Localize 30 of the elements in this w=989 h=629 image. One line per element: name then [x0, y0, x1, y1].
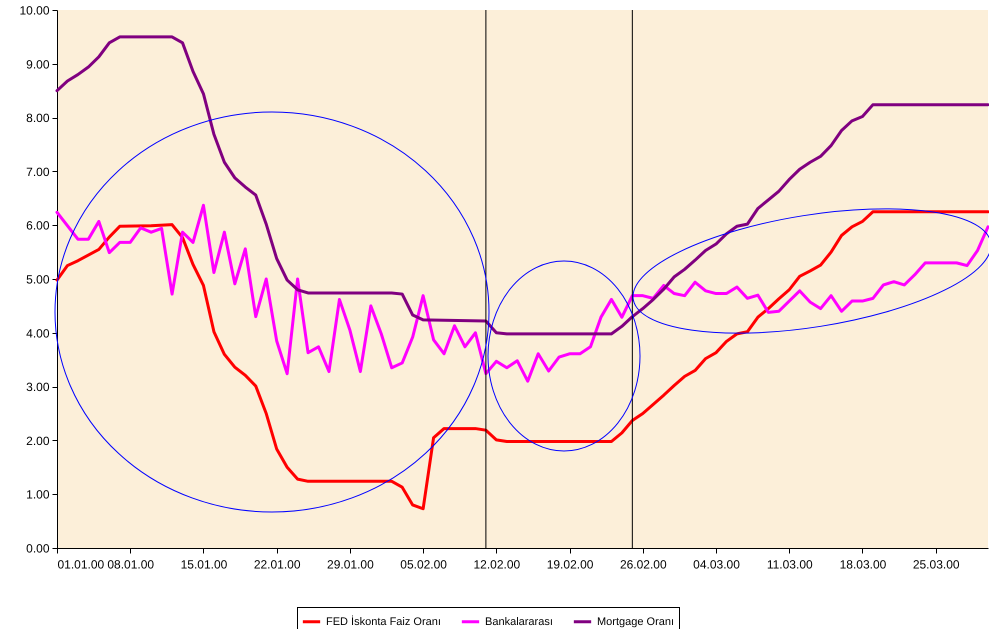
y-tick-label: 9.00: [26, 57, 50, 72]
legend-label: Mortgage Oranı: [597, 616, 674, 628]
y-tick-label: 8.00: [26, 111, 50, 126]
y-tick-label: 2.00: [26, 434, 50, 448]
y-tick-label: 0.00: [26, 542, 50, 556]
x-tick-label: 26.02.00: [620, 558, 667, 572]
x-tick-label: 12.02.00: [473, 558, 521, 572]
x-tick-label: 22.01.00: [254, 558, 301, 572]
x-tick-label: 01.01.00: [58, 558, 105, 572]
y-tick-label: 5.00: [26, 272, 50, 286]
y-tick-label: 1.00: [26, 488, 50, 502]
line-series: [56, 204, 989, 383]
legend-label: FED İskonta Faiz Oranı: [326, 614, 441, 628]
x-tick-label: 11.03.00: [766, 558, 813, 572]
y-tick-label: 6.00: [26, 218, 50, 233]
legend-label: Bankalararası: [485, 616, 553, 628]
x-tick-label: 18.03.00: [840, 558, 887, 572]
x-tick-label: 25.03.00: [912, 558, 960, 572]
y-tick-label: 7.00: [26, 164, 50, 179]
line-series: [56, 210, 989, 510]
x-tick-label: 15.01.00: [180, 558, 228, 572]
x-tick-label: 05.02.00: [400, 558, 448, 572]
x-tick-label: 19.02.00: [546, 558, 594, 572]
x-tick-label: 29.01.00: [327, 558, 374, 572]
y-tick-label: 4.00: [26, 326, 50, 340]
y-tick-label: 10.00: [19, 4, 50, 18]
line-series: [56, 35, 989, 336]
x-tick-label: 08.01.00: [107, 558, 154, 572]
x-tick-label: 04.03.00: [693, 558, 740, 572]
y-tick-label: 3.00: [26, 380, 50, 394]
